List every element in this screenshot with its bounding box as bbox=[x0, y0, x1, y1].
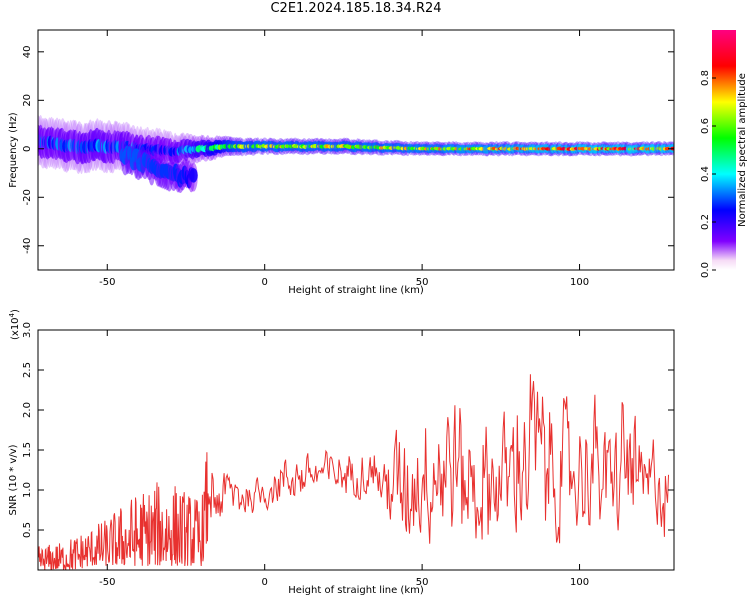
snr-marks bbox=[37, 374, 669, 571]
y-tick-label: 2.0 bbox=[22, 402, 33, 418]
heatmap-marks bbox=[38, 115, 674, 194]
x-tick-label: 50 bbox=[416, 277, 429, 288]
colorbar-tick-label: 0.0 bbox=[700, 262, 711, 278]
snr-x-axis-label: Height of straight line (km) bbox=[288, 585, 424, 596]
x-tick-label: 100 bbox=[570, 577, 589, 588]
x-tick-label: 0 bbox=[262, 577, 268, 588]
colorbar-tick-label: 0.4 bbox=[700, 166, 711, 182]
y-tick-label: -20 bbox=[22, 189, 33, 205]
snr-plot-area bbox=[38, 330, 674, 570]
x-tick-label: -50 bbox=[99, 577, 115, 588]
heatmap-x-ticks: -50 0 50 100 bbox=[99, 30, 589, 288]
frequency-heatmap: -50 0 50 100 40 20 0 -20 -40 Height of straight… bbox=[8, 29, 748, 296]
snr-series-line bbox=[37, 374, 669, 571]
x-tick-label: 0 bbox=[262, 277, 268, 288]
heatmap-y-ticks: 40 20 0 -20 -40 bbox=[22, 45, 674, 254]
y-tick-label: 1.0 bbox=[22, 482, 33, 498]
heatmap-x-axis-label: Height of straight line (km) bbox=[288, 285, 424, 296]
colorbar-tick-label: 0.2 bbox=[700, 214, 711, 230]
snr-multiplier: (x104) bbox=[8, 309, 21, 340]
snr-line-chart: -50 0 50 100 3.0 2.5 2.0 1.5 1.0 0.5 Height of s… bbox=[8, 309, 675, 596]
colorbar bbox=[712, 30, 736, 270]
y-tick-label: 40 bbox=[22, 45, 33, 58]
y-tick-label: -40 bbox=[22, 238, 33, 254]
heatmap-frame bbox=[37, 29, 675, 271]
heatmap-cell bbox=[189, 168, 198, 183]
heatmap-y-axis-label: Frequency (Hz) bbox=[8, 112, 19, 188]
snr-y-axis-label: SNR (10 * v/v) bbox=[8, 444, 19, 515]
colorbar-tick-label: 0.8 bbox=[700, 70, 711, 86]
colorbar-tick-label: 0.6 bbox=[700, 118, 711, 134]
snr-x-ticks: -50 0 50 100 bbox=[99, 330, 589, 588]
colorbar-ticks: 0.0 0.2 0.4 0.6 0.8 bbox=[700, 70, 716, 278]
x-tick-label: 50 bbox=[416, 577, 429, 588]
y-tick-label: 2.5 bbox=[22, 362, 33, 378]
y-tick-label: 20 bbox=[22, 94, 33, 107]
x-tick-label: 100 bbox=[570, 277, 589, 288]
x-tick-label: -50 bbox=[99, 277, 115, 288]
snr-y-ticks: 3.0 2.5 2.0 1.5 1.0 0.5 bbox=[22, 322, 674, 538]
y-tick-label: 1.5 bbox=[22, 442, 33, 458]
figure-title: C2E1.2024.185.18.34.R24 bbox=[270, 1, 442, 16]
y-tick-label: 3.0 bbox=[22, 322, 33, 338]
y-tick-label: 0 bbox=[22, 146, 33, 152]
colorbar-label: Normalized spectral amplitude bbox=[737, 73, 748, 227]
y-tick-label: 0.5 bbox=[22, 522, 33, 538]
